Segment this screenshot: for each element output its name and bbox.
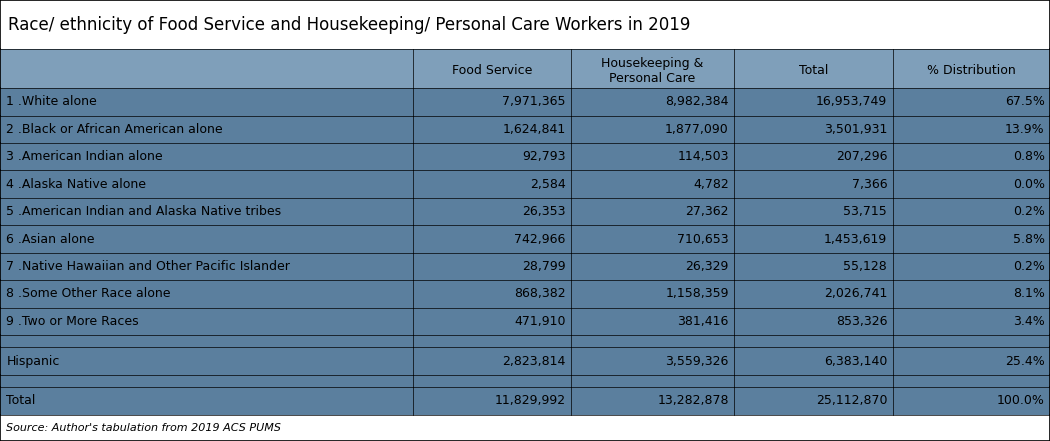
Text: 3,501,931: 3,501,931	[824, 123, 887, 136]
Bar	[0, 49, 1050, 88]
Text: 381,416: 381,416	[677, 315, 729, 328]
Text: 853,326: 853,326	[836, 315, 887, 328]
Text: 6,383,140: 6,383,140	[824, 355, 887, 367]
Bar	[0, 415, 1050, 441]
Text: 1,624,841: 1,624,841	[503, 123, 566, 136]
Text: 3.4%: 3.4%	[1013, 315, 1045, 328]
Bar	[0, 307, 1050, 335]
Bar	[0, 335, 1050, 348]
Text: 2,823,814: 2,823,814	[503, 355, 566, 367]
Text: 7,971,365: 7,971,365	[502, 95, 566, 108]
Text: 28,799: 28,799	[522, 260, 566, 273]
Text: 92,793: 92,793	[522, 150, 566, 163]
Text: 13,282,878: 13,282,878	[657, 394, 729, 407]
Text: 1,453,619: 1,453,619	[824, 232, 887, 246]
Text: 26,353: 26,353	[522, 205, 566, 218]
Text: 25.4%: 25.4%	[1005, 355, 1045, 367]
Text: Total: Total	[6, 394, 36, 407]
Text: Total: Total	[799, 64, 827, 77]
Bar	[0, 0, 1050, 49]
Text: 7 .Native Hawaiian and Other Pacific Islander: 7 .Native Hawaiian and Other Pacific Isl…	[6, 260, 290, 273]
Text: 2,026,741: 2,026,741	[824, 288, 887, 300]
Bar	[0, 375, 1050, 387]
Bar	[0, 116, 1050, 143]
Text: 742,966: 742,966	[514, 232, 566, 246]
Text: 53,715: 53,715	[843, 205, 887, 218]
Bar	[0, 88, 1050, 116]
Text: 4 .Alaska Native alone: 4 .Alaska Native alone	[6, 178, 146, 191]
Text: 4,782: 4,782	[693, 178, 729, 191]
Bar	[0, 143, 1050, 171]
Text: 114,503: 114,503	[677, 150, 729, 163]
Text: 471,910: 471,910	[514, 315, 566, 328]
Text: 8 .Some Other Race alone: 8 .Some Other Race alone	[6, 288, 171, 300]
Text: 55,128: 55,128	[843, 260, 887, 273]
Text: 1,158,359: 1,158,359	[666, 288, 729, 300]
Bar	[0, 171, 1050, 198]
Bar	[0, 253, 1050, 280]
Text: 0.2%: 0.2%	[1013, 205, 1045, 218]
Bar	[0, 348, 1050, 375]
Text: 207,296: 207,296	[836, 150, 887, 163]
Text: 100.0%: 100.0%	[996, 394, 1045, 407]
Text: 26,329: 26,329	[686, 260, 729, 273]
Text: 0.0%: 0.0%	[1013, 178, 1045, 191]
Text: Housekeeping &
Personal Care: Housekeeping & Personal Care	[602, 57, 704, 85]
Text: 5.8%: 5.8%	[1013, 232, 1045, 246]
Text: 6 .Asian alone: 6 .Asian alone	[6, 232, 94, 246]
Text: Source: Author's tabulation from 2019 ACS PUMS: Source: Author's tabulation from 2019 AC…	[6, 423, 281, 433]
Text: 1,877,090: 1,877,090	[665, 123, 729, 136]
Text: 868,382: 868,382	[514, 288, 566, 300]
Text: 5 .American Indian and Alaska Native tribes: 5 .American Indian and Alaska Native tri…	[6, 205, 281, 218]
Text: 710,653: 710,653	[677, 232, 729, 246]
Text: 1 .White alone: 1 .White alone	[6, 95, 97, 108]
Bar	[0, 387, 1050, 415]
Text: 13.9%: 13.9%	[1005, 123, 1045, 136]
Text: 11,829,992: 11,829,992	[495, 394, 566, 407]
Bar	[0, 198, 1050, 225]
Bar	[0, 225, 1050, 253]
Text: Food Service: Food Service	[452, 64, 532, 77]
Text: 25,112,870: 25,112,870	[816, 394, 887, 407]
Text: 67.5%: 67.5%	[1005, 95, 1045, 108]
Text: 8.1%: 8.1%	[1013, 288, 1045, 300]
Text: % Distribution: % Distribution	[927, 64, 1015, 77]
Text: 3,559,326: 3,559,326	[666, 355, 729, 367]
Text: 2,584: 2,584	[530, 178, 566, 191]
Text: 0.2%: 0.2%	[1013, 260, 1045, 273]
Text: 3 .American Indian alone: 3 .American Indian alone	[6, 150, 163, 163]
Text: Hispanic: Hispanic	[6, 355, 60, 367]
Bar	[0, 280, 1050, 307]
Text: 27,362: 27,362	[686, 205, 729, 218]
Text: 16,953,749: 16,953,749	[816, 95, 887, 108]
Text: 7,366: 7,366	[852, 178, 887, 191]
Text: 9 .Two or More Races: 9 .Two or More Races	[6, 315, 139, 328]
Text: 2 .Black or African American alone: 2 .Black or African American alone	[6, 123, 223, 136]
Text: Race/ ethnicity of Food Service and Housekeeping/ Personal Care Workers in 2019: Race/ ethnicity of Food Service and Hous…	[8, 16, 691, 34]
Text: 8,982,384: 8,982,384	[666, 95, 729, 108]
Text: 0.8%: 0.8%	[1013, 150, 1045, 163]
